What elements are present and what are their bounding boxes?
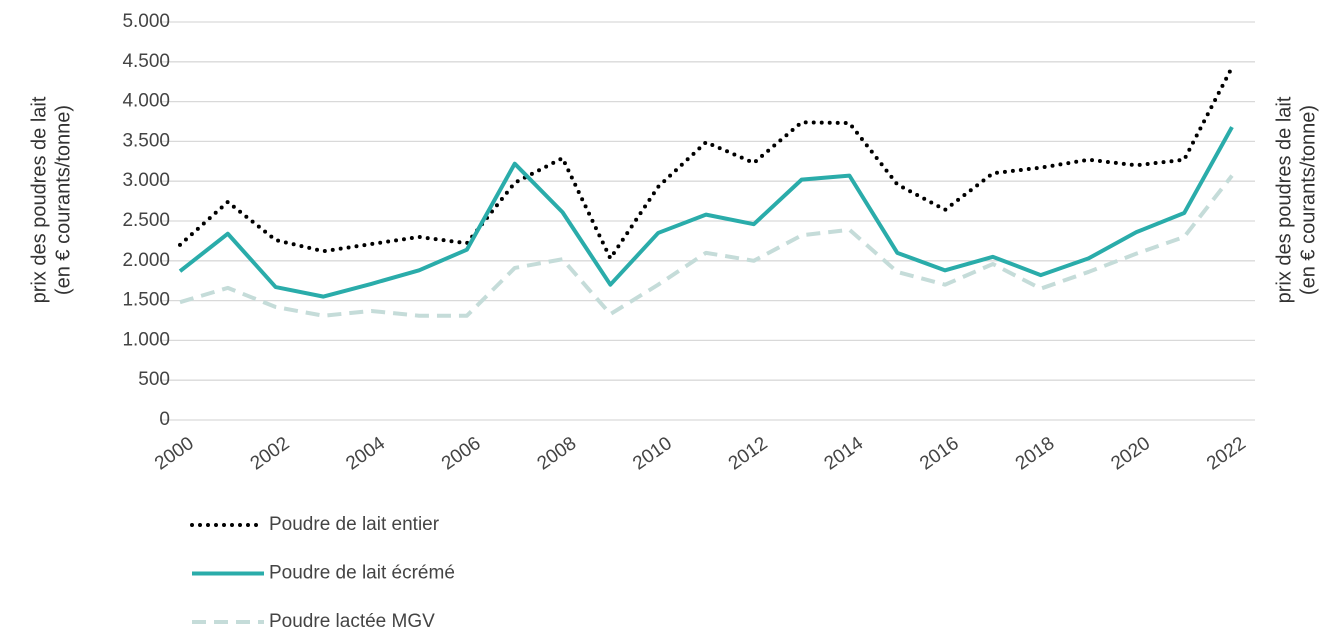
y-tick-label: 2.000: [122, 250, 170, 271]
x-tick-label: 2002: [247, 433, 294, 474]
x-tick-label: 2022: [1203, 433, 1250, 474]
y2-axis-label: (en € courants/tonne): [1297, 105, 1319, 295]
y-tick-label: 4.000: [122, 91, 170, 112]
x-tick-label: 2000: [151, 433, 198, 474]
y-tick-label: 0: [159, 409, 170, 430]
series-line: [179, 174, 1234, 318]
y-axis-label: (en € courants/tonne): [52, 105, 74, 295]
series-line: [178, 65, 1234, 261]
x-tick-label: 2012: [725, 433, 772, 474]
x-tick-label: 2018: [1012, 433, 1059, 474]
series-line: [178, 126, 1234, 299]
x-tick-label: 2006: [438, 433, 485, 474]
y-tick-label: 3.000: [122, 170, 170, 191]
y-tick-label: 500: [138, 369, 170, 390]
legend-label: Poudre de lait écrémé: [269, 563, 455, 584]
x-tick-label: 2020: [1107, 433, 1154, 474]
y-tick-label: 2.500: [122, 210, 170, 231]
legend-label: Poudre lactée MGV: [269, 611, 435, 631]
x-tick-label: 2016: [916, 433, 963, 474]
y2-axis-label: prix des poudres de lait: [1273, 96, 1295, 303]
y-tick-label: 3.500: [122, 130, 170, 151]
x-tick-label: 2008: [534, 433, 581, 474]
y-tick-label: 1.000: [122, 329, 170, 350]
y-axis-label: prix des poudres de lait: [28, 96, 50, 303]
y-tick-label: 4.500: [122, 51, 170, 72]
y-tick-label: 5.000: [122, 11, 170, 32]
x-tick-label: 2010: [629, 433, 676, 474]
legend-label: Poudre de lait entier: [269, 514, 440, 535]
y-tick-label: 1.500: [122, 290, 170, 311]
x-tick-label: 2004: [342, 433, 389, 475]
x-tick-label: 2014: [821, 433, 868, 475]
